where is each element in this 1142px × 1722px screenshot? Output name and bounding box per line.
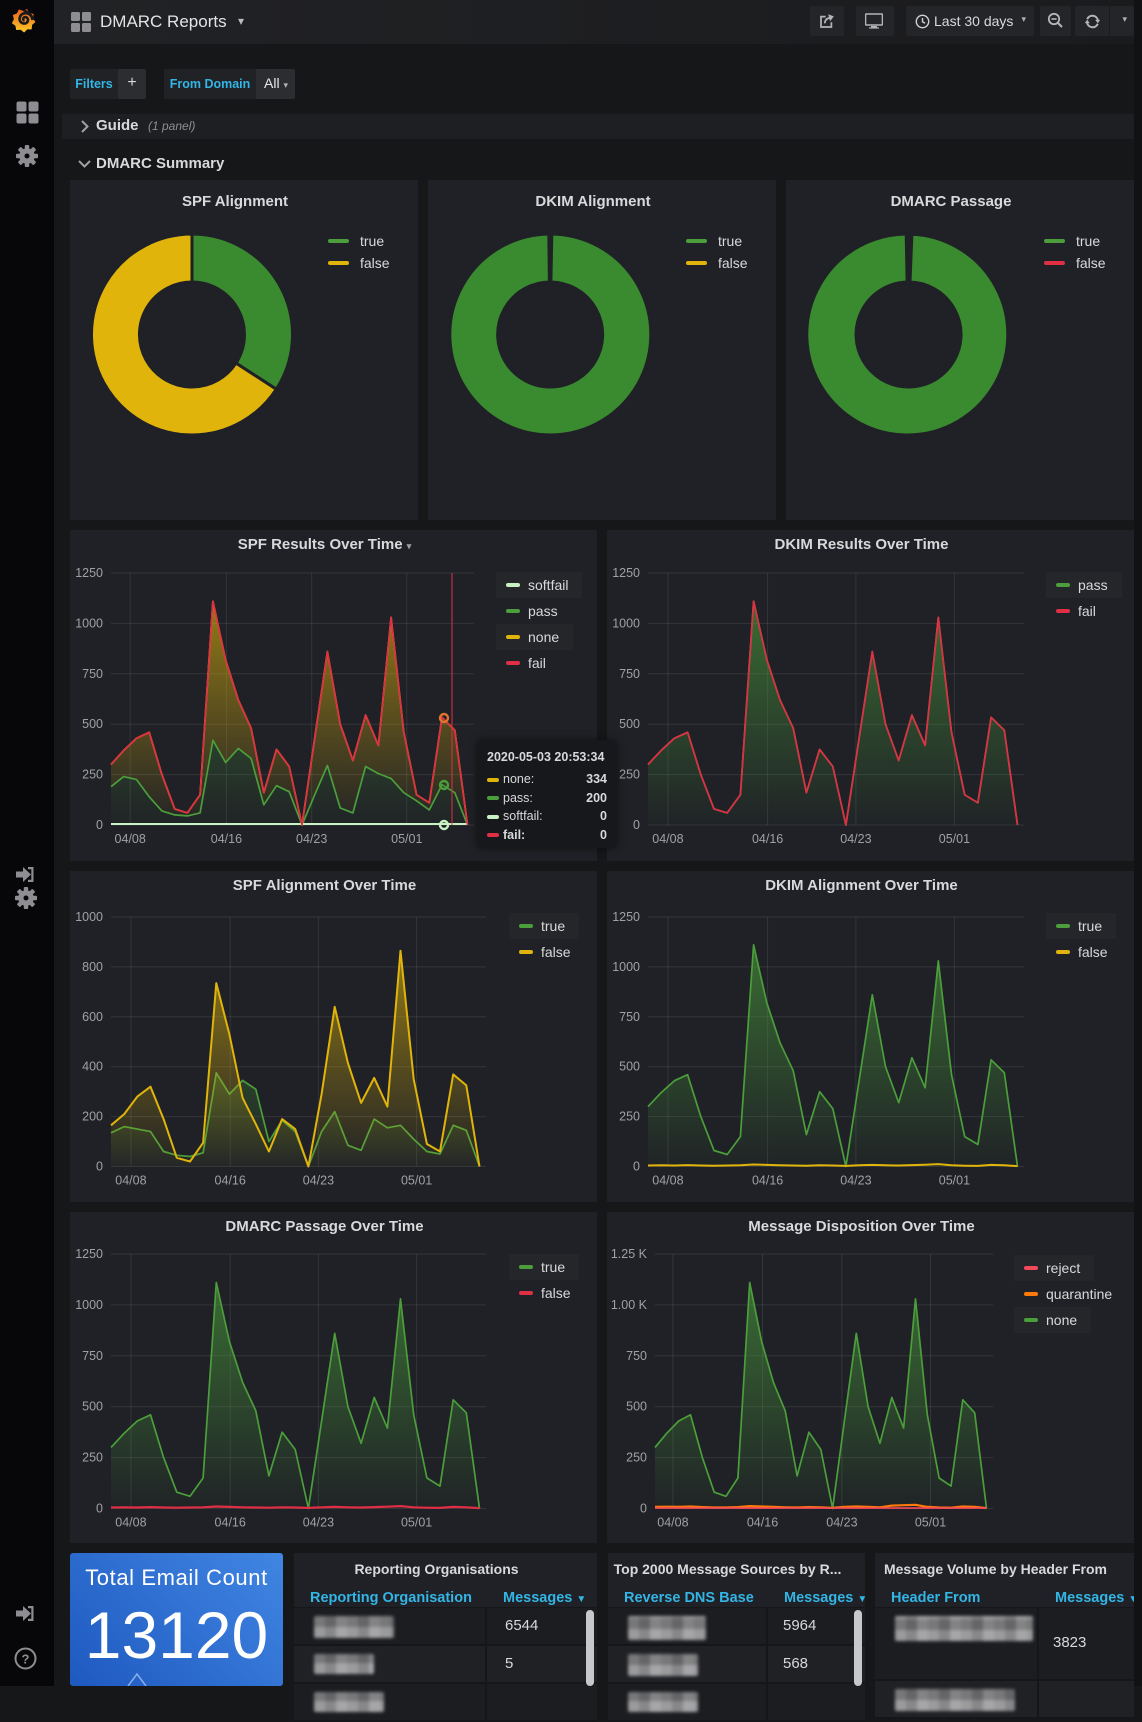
svg-text:250: 250 — [619, 1110, 640, 1124]
svg-text:250: 250 — [82, 1451, 103, 1465]
svg-text:0: 0 — [633, 818, 640, 832]
svg-text:05/01: 05/01 — [391, 832, 422, 846]
svg-text:1000: 1000 — [612, 960, 640, 974]
svg-text:04/16: 04/16 — [752, 832, 783, 846]
svg-text:750: 750 — [619, 667, 640, 681]
svg-text:04/08: 04/08 — [115, 832, 146, 846]
svg-text:750: 750 — [82, 667, 103, 681]
svg-text:04/16: 04/16 — [215, 1174, 246, 1188]
svg-text:250: 250 — [619, 768, 640, 782]
svg-text:1000: 1000 — [612, 616, 640, 630]
svg-text:0: 0 — [640, 1502, 647, 1516]
svg-text:04/23: 04/23 — [296, 832, 327, 846]
svg-text:05/01: 05/01 — [401, 1174, 432, 1188]
svg-text:500: 500 — [626, 1400, 647, 1414]
svg-text:0: 0 — [633, 1160, 640, 1174]
svg-text:04/16: 04/16 — [747, 1516, 778, 1530]
svg-text:04/23: 04/23 — [840, 1174, 871, 1188]
svg-text:04/23: 04/23 — [826, 1516, 857, 1530]
svg-text:500: 500 — [82, 717, 103, 731]
svg-text:250: 250 — [82, 768, 103, 782]
svg-text:04/08: 04/08 — [115, 1516, 146, 1530]
svg-text:800: 800 — [82, 960, 103, 974]
svg-text:04/23: 04/23 — [303, 1516, 334, 1530]
svg-text:0: 0 — [96, 1160, 103, 1174]
svg-text:1000: 1000 — [75, 1298, 103, 1312]
svg-text:250: 250 — [626, 1451, 647, 1465]
svg-text:05/01: 05/01 — [401, 1516, 432, 1530]
svg-text:05/01: 05/01 — [939, 1174, 970, 1188]
svg-text:?: ? — [22, 1652, 30, 1667]
svg-text:04/23: 04/23 — [840, 832, 871, 846]
svg-text:04/16: 04/16 — [211, 832, 242, 846]
svg-text:0: 0 — [96, 818, 103, 832]
svg-text:600: 600 — [82, 1010, 103, 1024]
svg-text:750: 750 — [619, 1010, 640, 1024]
svg-text:04/08: 04/08 — [652, 832, 683, 846]
svg-text:500: 500 — [619, 717, 640, 731]
svg-text:04/08: 04/08 — [657, 1516, 688, 1530]
svg-text:1250: 1250 — [612, 910, 640, 924]
svg-text:500: 500 — [82, 1400, 103, 1414]
svg-text:04/23: 04/23 — [303, 1174, 334, 1188]
svg-text:200: 200 — [82, 1110, 103, 1124]
svg-text:750: 750 — [626, 1349, 647, 1363]
svg-text:1000: 1000 — [75, 616, 103, 630]
svg-text:04/16: 04/16 — [215, 1516, 246, 1530]
svg-text:400: 400 — [82, 1060, 103, 1074]
svg-text:0: 0 — [96, 1502, 103, 1516]
svg-text:1250: 1250 — [612, 566, 640, 580]
svg-text:750: 750 — [82, 1349, 103, 1363]
svg-text:500: 500 — [619, 1060, 640, 1074]
svg-text:05/01: 05/01 — [915, 1516, 946, 1530]
svg-text:05/01: 05/01 — [939, 832, 970, 846]
svg-text:1250: 1250 — [75, 1247, 103, 1261]
svg-text:04/08: 04/08 — [652, 1174, 683, 1188]
svg-text:1.25 K: 1.25 K — [611, 1247, 648, 1261]
svg-text:04/16: 04/16 — [752, 1174, 783, 1188]
svg-text:1000: 1000 — [75, 910, 103, 924]
svg-text:04/08: 04/08 — [115, 1174, 146, 1188]
svg-text:1250: 1250 — [75, 566, 103, 580]
svg-text:1.00 K: 1.00 K — [611, 1298, 648, 1312]
